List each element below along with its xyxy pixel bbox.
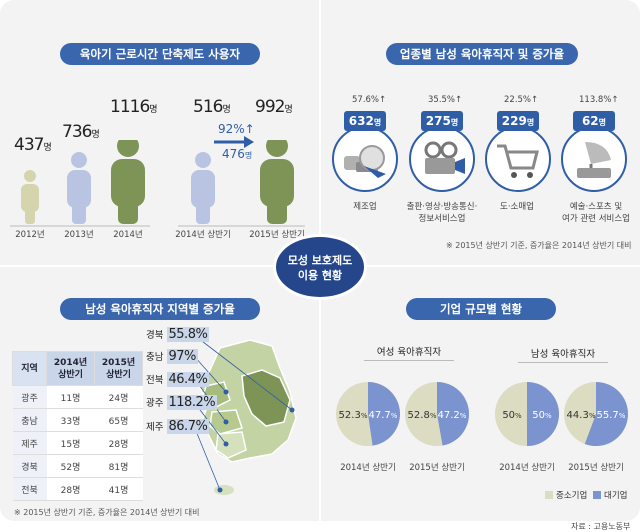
pie-caption-2: 2015년 상반기 [409,463,465,473]
pie-label-sme: 52.8% [408,410,437,421]
industry-label-2: 출판·영상·방송통신· 정보서비스업 [406,202,478,224]
map-label-gyeongbuk: 경북 55.8% [146,327,210,342]
center-title-line2: 이용 현황 [297,269,343,282]
industry-circle-1 [332,126,398,192]
industry-circle-3 [485,126,551,192]
industry-circle-2 [409,126,475,192]
pie-slice-large [584,382,628,446]
map-label-chungnam: 충남 97% [146,349,198,364]
male-title: 남성 육아휴직자 [518,346,608,363]
map-label-jeju: 제주 86.7% [146,419,210,434]
industry-count-4: 62명 [573,111,615,131]
industry-count-3: 229명 [497,111,539,131]
legend-large-label: 대기업 [604,491,628,501]
gramophone-icon [577,142,611,178]
table-row: 충남 33명 65명 [12,408,143,432]
company-size-title: 기업 규모별 현황 [406,298,556,320]
industry-pct-1: 57.6%↑ [352,95,387,105]
legend-large-swatch [593,491,601,499]
film-projector-icon [424,141,465,174]
legend-sme-swatch [545,491,553,499]
person-2013-icon [67,152,91,224]
pie-slice-large [437,382,469,446]
pie-slice-large [368,382,400,446]
company-pies: 52.3% 47.7% 52.8% 47.2% 50% 50% 44.3% 55.7% [336,382,628,446]
table-row: 제주 15명 28명 [12,431,143,455]
person-2015-half-icon [260,140,294,224]
industry-pct-2: 35.5%↑ [428,95,463,105]
source-note: 자료 : 고용노동부 [571,522,631,531]
regional-table: 지역 2014년 상반기 2015년 상반기 광주 11명 24명 충남 33명 65명 제… [12,351,143,501]
table-header-region: 지역 [12,351,47,386]
pie-label-sme: 50% [502,410,522,421]
shopping-cart-icon [497,144,539,178]
manufacturing-icon [344,145,386,178]
table-header-2014: 2014년 상반기 [46,351,95,386]
person-2014-half-icon [191,152,215,224]
value-2012: 437명 [14,135,52,155]
center-title-badge: 모성 보호제도 이용 현황 [273,234,367,300]
growth-pct: 92%↑ [218,122,255,136]
growth-arrow-icon [214,136,254,148]
korea-map [193,334,297,495]
industry-count-2: 275명 [421,111,463,131]
pie-female-2014: 52.3% 47.7% [336,382,400,446]
female-title: 여성 육아휴직자 [364,344,454,361]
pie-male-2015: 44.3% 55.7% [564,382,628,446]
table-header-2015: 2015년 상반기 [94,351,143,386]
industry-label-3: 도·소매업 [500,202,534,212]
value-2015-half: 992명 [255,97,293,117]
industry-note: ※ 2015년 상반기 기준, 증가율은 2014년 상반기 대비 [446,241,632,250]
pie-caption-3: 2014년 상반기 [499,463,555,473]
center-title-line1: 모성 보호제도 [287,254,353,267]
industry-circle-4 [561,126,627,192]
table-row: 전북 28명 41명 [12,477,143,501]
pie-label-sme: 52.3% [339,410,368,421]
person-2012-icon [21,170,39,224]
map-label-gwangju: 광주 118.2% [146,395,218,410]
person-2014-icon [111,140,145,224]
pie-caption-1: 2014년 상반기 [340,463,396,473]
pie-label-large: 55.7% [597,410,626,421]
regional-note: ※ 2015년 상반기 기준, 증가율은 2014년 상반기 대비 [14,508,200,517]
table-header-row: 지역 2014년 상반기 2015년 상반기 [12,351,143,386]
pie-caption-4: 2015년 상반기 [568,463,624,473]
label-2012: 2012년 [15,230,45,240]
industry-pct-4: 113.8%↑ [579,95,619,105]
value-2013: 736명 [62,122,100,142]
pie-slice-large [527,382,559,446]
pie-label-sme: 44.3% [567,410,596,421]
map-label-jeonbuk: 전북 46.4% [146,372,210,387]
label-2013: 2013년 [64,230,94,240]
pie-label-large: 50% [532,410,552,421]
label-2014: 2014년 [113,230,143,240]
pie-male-2014: 50% 50% [495,382,559,446]
people-figures [10,140,305,227]
industry-title: 업종별 남성 육아휴직자 및 증가율 [386,43,578,65]
pie-female-2015: 52.8% 47.2% [405,382,469,446]
pie-label-large: 47.2% [438,410,467,421]
value-2014: 1116명 [110,97,158,117]
value-2014-half: 516명 [193,97,231,117]
legend-sme-label: 중소기업 [556,491,588,501]
label-2015-half: 2015년 상반기 [249,230,305,240]
growth-count: 476명 [222,147,253,161]
regional-title: 남성 육아휴직자 지역별 증가율 [60,298,260,320]
table-row: 경북 52명 81명 [12,454,143,478]
industry-pct-3: 22.5%↑ [504,95,539,105]
reduced-hours-title: 육아기 근로시간 단축제도 사용자 [60,43,260,65]
table-row: 광주 11명 24명 [12,385,143,409]
pie-label-large: 47.7% [369,410,398,421]
industry-label-4: 예술·스포츠 및 여가 관련 서비스업 [562,202,630,224]
label-2014-half: 2014년 상반기 [175,230,231,240]
industry-label-1: 제조업 [353,202,377,212]
industry-count-1: 632명 [344,111,386,131]
